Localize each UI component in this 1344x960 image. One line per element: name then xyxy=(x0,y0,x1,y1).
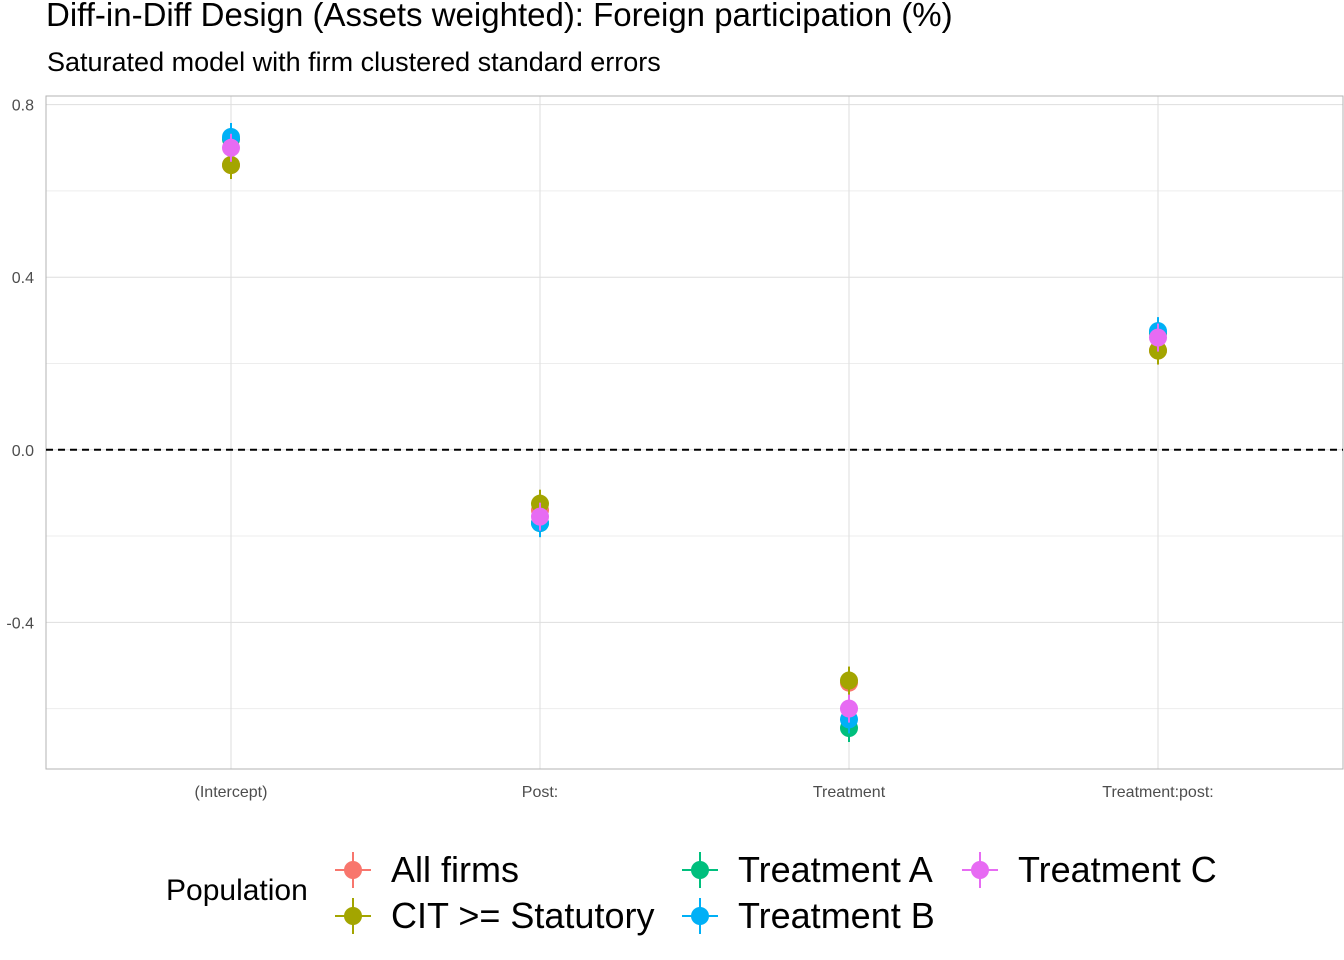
x-tick-label: Treatment xyxy=(813,784,886,801)
data-point xyxy=(222,156,240,175)
legend-label: Treatment B xyxy=(738,895,935,936)
legend-label: CIT >= Statutory xyxy=(391,895,655,936)
legend-item: CIT >= Statutory xyxy=(333,894,654,938)
y-tick-label: 0.0 xyxy=(12,443,34,460)
legend-item: Treatment C xyxy=(960,848,1217,892)
legend-key-icon xyxy=(962,852,998,888)
legend-label: Treatment C xyxy=(1018,849,1217,890)
x-tick-label: (Intercept) xyxy=(195,784,268,801)
legend-key-icon xyxy=(335,852,371,888)
y-tick-label: 0.8 xyxy=(12,98,34,115)
data-point xyxy=(840,671,858,690)
chart-title: Diff-in-Diff Design (Assets weighted): F… xyxy=(46,0,953,33)
data-point xyxy=(531,507,549,526)
legend: Population All firms CIT >= Statutory Trea… xyxy=(0,838,1344,948)
x-tick-label: Post: xyxy=(522,784,558,801)
legend-label: All firms xyxy=(391,849,519,890)
data-point xyxy=(840,699,858,718)
legend-label: Treatment A xyxy=(738,849,933,890)
data-point xyxy=(1149,328,1167,347)
data-point xyxy=(222,138,240,157)
legend-key-icon xyxy=(682,898,718,934)
legend-title: Population xyxy=(166,874,308,907)
legend-key-icon xyxy=(682,852,718,888)
legend-key-icon xyxy=(335,898,371,934)
legend-item: All firms xyxy=(333,848,519,892)
coefficient-plot: 0.8 0.4 0.0 -0.4 (Intercept) Post: Treatment Tr… xyxy=(6,95,1344,801)
y-tick-label: 0.4 xyxy=(12,270,34,287)
chart-subtitle: Saturated model with firm clustered stan… xyxy=(47,47,661,77)
legend-item: Treatment B xyxy=(680,894,935,938)
x-tick-label: Treatment:post: xyxy=(1102,784,1213,801)
legend-item: Treatment A xyxy=(680,848,933,892)
y-tick-label: -0.4 xyxy=(6,615,34,632)
plot-panel-border xyxy=(45,95,1344,770)
